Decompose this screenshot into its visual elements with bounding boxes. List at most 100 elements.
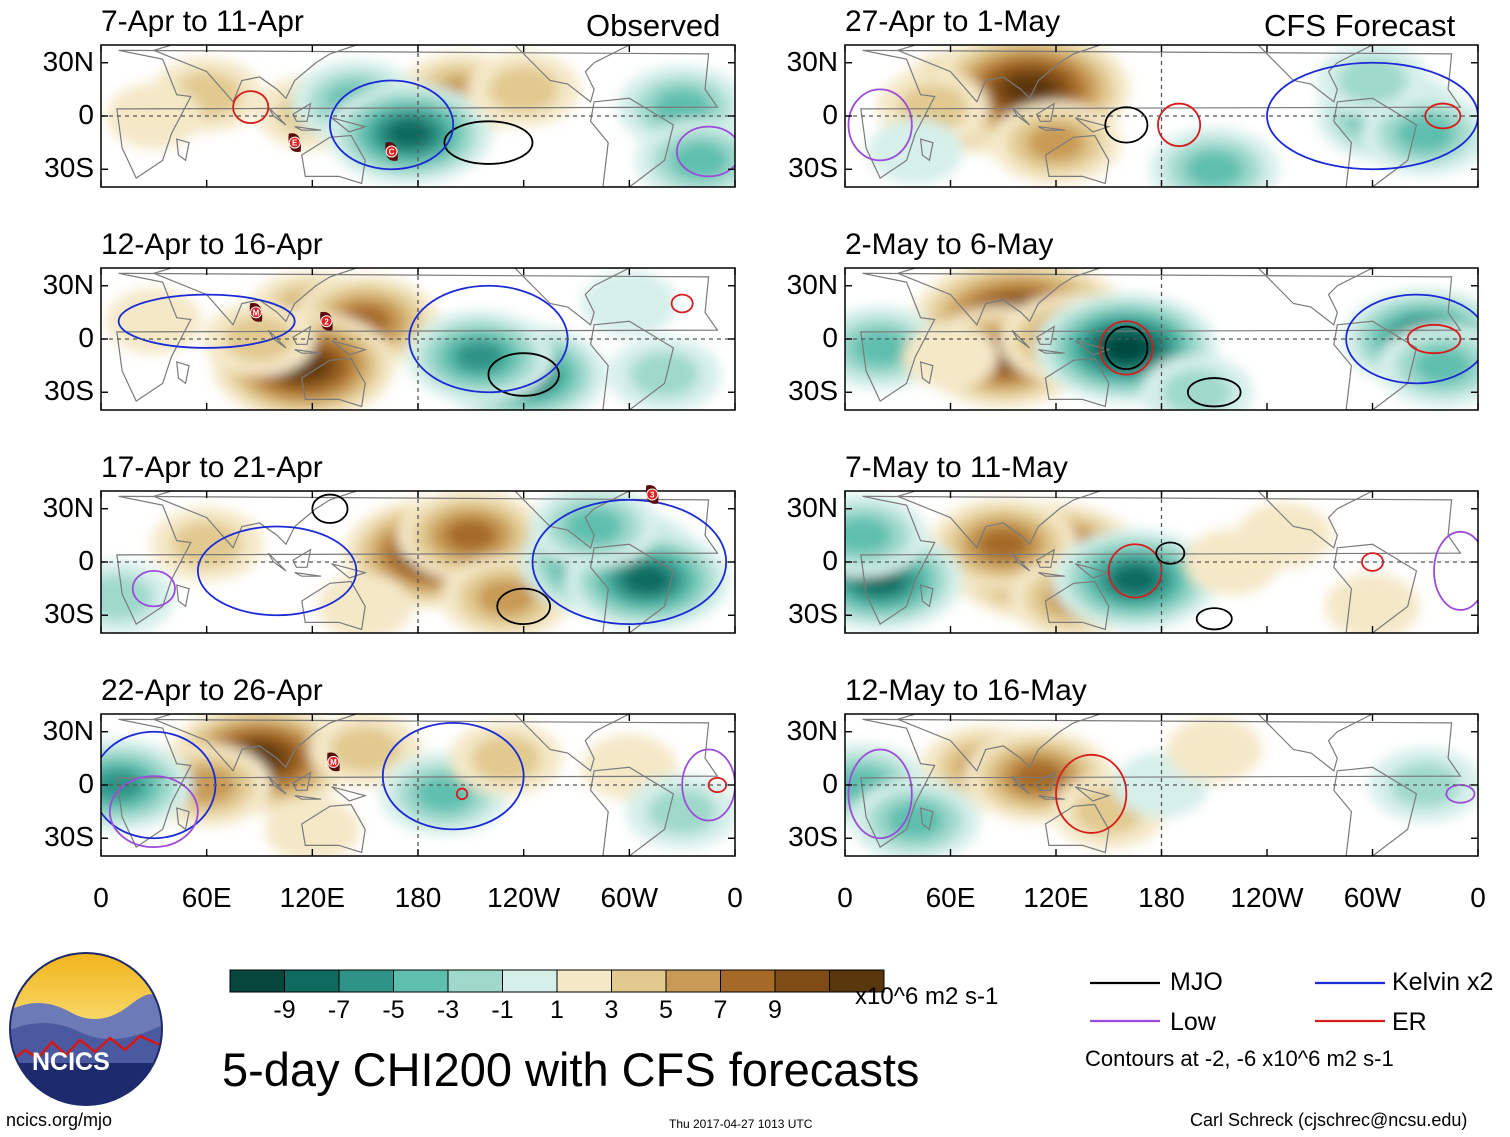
anomaly-fill (581, 270, 677, 337)
anomaly-fill (488, 66, 559, 113)
coastline (331, 563, 368, 579)
anomaly-fill (1104, 334, 1149, 362)
colorbar-tick-label: -9 (273, 996, 296, 1024)
coastline (152, 714, 357, 772)
contour-er (1055, 753, 1128, 834)
coastline (116, 495, 719, 626)
storm-dot (385, 145, 398, 158)
colorbar-tick-label: 3 (604, 996, 619, 1024)
y-tick-label: 0 (822, 99, 838, 130)
x-tick-label: 0 (1470, 882, 1486, 913)
storm-letter: M (330, 758, 337, 767)
coastline (1333, 97, 1418, 187)
storm-dot (327, 755, 340, 768)
contour-mjo (496, 587, 551, 626)
colorbar-swatch (284, 969, 340, 993)
coastline (514, 714, 630, 772)
anomaly-fill (106, 83, 202, 149)
x-tick-label: 0 (93, 882, 109, 913)
anomaly-fill (224, 316, 295, 362)
anomaly-fill (1027, 124, 1085, 162)
coastline (1074, 786, 1111, 802)
colorbar-swatch (229, 969, 285, 993)
coastline (1257, 491, 1373, 549)
colorbar-tick-label: -3 (436, 996, 460, 1024)
colorbar-swatch (665, 969, 721, 993)
colorbar-tick-label: 5 (659, 996, 673, 1024)
contour-low (847, 748, 913, 840)
coastline (514, 45, 630, 103)
colorbar-swatch (829, 969, 885, 993)
contour-er (1157, 102, 1202, 148)
anomaly-fill (565, 507, 624, 546)
anomaly-fill (977, 528, 1029, 561)
anomaly-fill (445, 519, 497, 552)
y-tick-label: 30N (42, 491, 94, 523)
coastline (1035, 548, 1056, 568)
anomaly-fill (1337, 57, 1408, 104)
map-panel (844, 490, 1479, 634)
y-tick-label: 30N (786, 45, 838, 77)
coastline (860, 495, 1462, 626)
storm-marker: M (249, 303, 263, 322)
coastline (1044, 134, 1110, 185)
anomaly-fill (1111, 565, 1159, 595)
coastline (1011, 106, 1031, 126)
panel-title: 2-May to 6-May (845, 228, 1054, 261)
coastline (919, 361, 934, 385)
anomaly-fill (1325, 573, 1420, 633)
storm-letter: E (292, 139, 298, 148)
y-tick-label: 30N (786, 714, 838, 746)
coastline (1011, 775, 1031, 795)
panel-title: 17-Apr to 21-Apr (101, 451, 323, 484)
y-tick-label: 30N (786, 491, 838, 523)
coastline (301, 580, 366, 631)
contour-er (232, 90, 270, 125)
coastline (1257, 714, 1373, 772)
colorbar-tick-label: -5 (382, 996, 405, 1024)
coastline (1257, 268, 1373, 326)
coastline (514, 491, 630, 549)
coastline (292, 325, 312, 345)
anomaly-fill (867, 118, 963, 185)
y-tick-label: 0 (822, 322, 838, 353)
coastline (1333, 766, 1418, 856)
storm-marker: 3 (645, 485, 659, 504)
colorbar-units: x10^6 m2 s-1 (855, 983, 999, 1010)
coastline (514, 268, 630, 326)
y-tick-label: 30S (788, 152, 838, 184)
coastline (176, 807, 190, 831)
coastline (1333, 320, 1418, 410)
y-tick-label: 0 (78, 545, 94, 576)
column-header-observed: Observed (586, 8, 721, 43)
x-tick-label: 120W (487, 882, 561, 913)
colorbar-tick-label: -1 (491, 996, 514, 1024)
x-tick-label: 0 (837, 882, 853, 913)
anomaly-fill (106, 288, 202, 355)
coastline (895, 45, 1101, 103)
y-tick-label: 30N (42, 714, 94, 746)
y-tick-label: 0 (822, 768, 838, 799)
coastline (301, 357, 366, 408)
contour-legend (1090, 981, 1385, 1023)
x-tick-label: 60W (600, 882, 659, 913)
logo-ring (9, 952, 163, 1106)
anomaly-fill (385, 119, 433, 149)
x-tick-label: 0 (727, 882, 743, 913)
coastline (589, 543, 675, 633)
y-tick-label: 0 (78, 99, 94, 130)
contour-er (1107, 543, 1163, 599)
footer-url[interactable]: ncics.org/mjo (6, 1110, 113, 1130)
contour-low (108, 775, 199, 849)
anomaly-fill (1162, 369, 1232, 410)
contour-mjo (487, 352, 560, 397)
contour-kelvin (1266, 61, 1478, 171)
anomaly-fill (1237, 502, 1333, 569)
panel-title: 12-Apr to 16-Apr (101, 228, 323, 261)
coastline (1011, 552, 1031, 572)
y-tick-label: 30S (44, 821, 94, 853)
contour-er (1099, 320, 1154, 376)
anomaly-fill (647, 788, 717, 835)
colorbar-tick-label: 7 (713, 996, 728, 1024)
